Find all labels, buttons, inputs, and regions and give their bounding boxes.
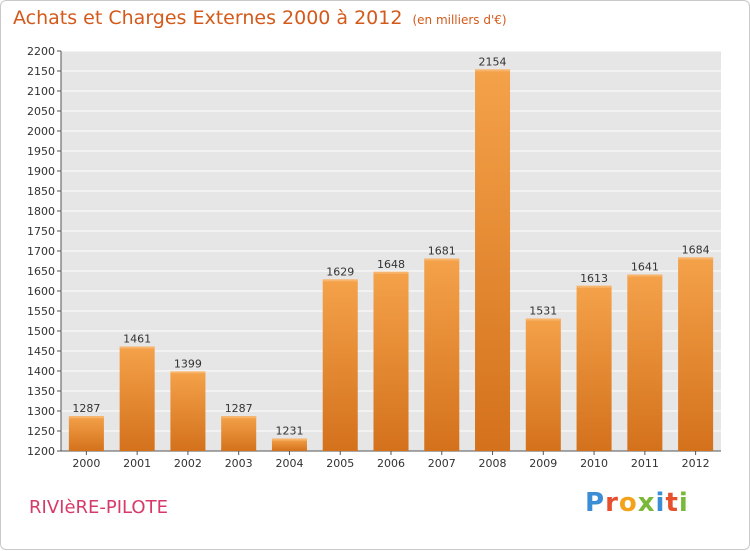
y-tick-label: 1450	[27, 345, 55, 358]
data-label-2001: 1461	[123, 333, 151, 346]
x-tick-label-2004: 2004	[275, 457, 303, 470]
y-tick-label: 2100	[27, 85, 55, 98]
y-tick-label: 1800	[27, 205, 55, 218]
y-tick-label: 2200	[27, 45, 55, 58]
bar-2003	[221, 416, 257, 451]
y-tick-label: 1850	[27, 185, 55, 198]
x-tick-label-2007: 2007	[428, 457, 456, 470]
bar-highlight	[68, 416, 104, 419]
data-label-2005: 1629	[326, 265, 354, 278]
y-tick-label: 1350	[27, 385, 55, 398]
y-tick-label: 1700	[27, 245, 55, 258]
logo-letter: P	[585, 488, 606, 518]
bar-highlight	[678, 257, 714, 260]
bar-highlight	[119, 346, 155, 349]
logo-letter: t	[665, 488, 679, 518]
bar-2006	[373, 271, 409, 451]
bar-highlight	[576, 285, 612, 288]
bar-2001	[119, 346, 155, 451]
logo-letter: i	[655, 488, 666, 518]
data-label-2006: 1648	[377, 258, 405, 271]
bar-highlight	[221, 416, 257, 419]
y-tick-label: 2000	[27, 125, 55, 138]
y-tick-label: 1600	[27, 285, 55, 298]
bar-highlight	[170, 371, 206, 374]
y-tick-label: 1200	[27, 445, 55, 458]
logo-letter: x	[637, 488, 656, 518]
x-tick-label-2011: 2011	[631, 457, 659, 470]
bar-highlight	[271, 438, 307, 441]
y-tick-label: 1400	[27, 365, 55, 378]
chart-title-text: Achats et Charges Externes 2000 à 2012	[13, 7, 403, 29]
x-tick-label-2012: 2012	[682, 457, 710, 470]
bar-2008	[475, 69, 511, 452]
bar-highlight	[424, 258, 460, 261]
proxiti-logo: Proxiti	[585, 488, 689, 518]
y-tick-label: 1650	[27, 265, 55, 278]
x-tick-label-2005: 2005	[326, 457, 354, 470]
x-tick-label-2001: 2001	[123, 457, 151, 470]
data-label-2007: 1681	[428, 245, 456, 258]
data-label-2012: 1684	[682, 243, 710, 256]
data-label-2008: 2154	[479, 55, 507, 68]
bar-highlight	[525, 318, 561, 321]
bar-2011	[627, 274, 663, 451]
y-tick-label: 1500	[27, 325, 55, 338]
data-label-2003: 1287	[225, 402, 253, 415]
chart-subtitle: (en milliers d'€)	[412, 13, 507, 27]
x-tick-label-2009: 2009	[529, 457, 557, 470]
y-tick-label: 2050	[27, 105, 55, 118]
x-tick-label-2008: 2008	[479, 457, 507, 470]
data-label-2010: 1613	[580, 272, 608, 285]
bar-2012	[678, 257, 714, 451]
bar-highlight	[322, 279, 358, 282]
x-tick-label-2000: 2000	[72, 457, 100, 470]
bar-2010	[576, 285, 612, 451]
data-label-2002: 1399	[174, 357, 202, 370]
bar-2007	[424, 258, 460, 451]
logo-letter: i	[678, 488, 689, 518]
x-tick-label-2002: 2002	[174, 457, 202, 470]
bar-highlight	[475, 69, 511, 72]
data-label-2011: 1641	[631, 261, 659, 274]
y-tick-label: 1900	[27, 165, 55, 178]
place-name: RIVIèRE-PILOTE	[29, 497, 168, 518]
bar-highlight	[627, 274, 663, 277]
y-tick-label: 1250	[27, 425, 55, 438]
bar-2009	[525, 318, 561, 451]
bar-2005	[322, 279, 358, 451]
data-label-2004: 1231	[275, 425, 303, 438]
y-tick-label: 1750	[27, 225, 55, 238]
y-tick-label: 1300	[27, 405, 55, 418]
y-tick-label: 2150	[27, 65, 55, 78]
y-tick-label: 1950	[27, 145, 55, 158]
x-tick-label-2003: 2003	[225, 457, 253, 470]
logo-letter: o	[618, 488, 638, 518]
data-label-2000: 1287	[72, 402, 100, 415]
chart-title: Achats et Charges Externes 2000 à 2012 (e…	[13, 7, 507, 29]
y-tick-label: 1550	[27, 305, 55, 318]
data-label-2009: 1531	[529, 305, 557, 318]
bar-highlight	[373, 271, 409, 274]
bar-2002	[170, 371, 206, 451]
x-tick-label-2006: 2006	[377, 457, 405, 470]
bar-2004	[271, 438, 307, 451]
logo-letter: r	[605, 488, 619, 518]
bar-2000	[68, 416, 104, 451]
x-tick-label-2010: 2010	[580, 457, 608, 470]
